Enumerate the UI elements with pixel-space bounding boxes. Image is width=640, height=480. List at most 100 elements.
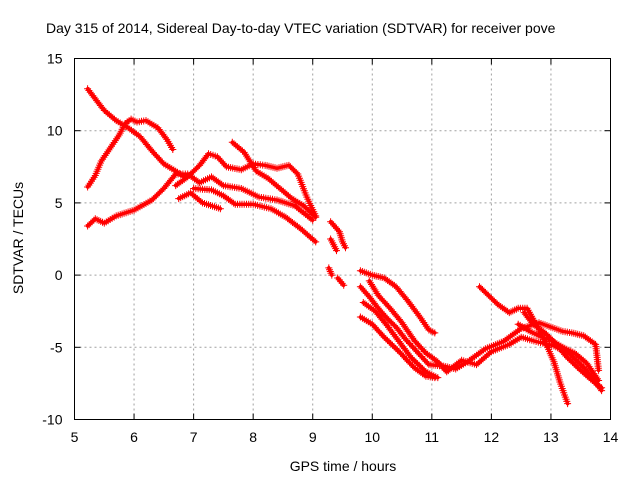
data-point (489, 350, 493, 354)
data-point (507, 311, 511, 315)
data-point (93, 97, 97, 101)
data-point (597, 368, 601, 372)
data-point (585, 361, 589, 365)
data-point (370, 322, 374, 326)
data-point (162, 186, 166, 191)
data-point (397, 350, 401, 354)
data-point (192, 186, 196, 191)
data-point (284, 215, 288, 219)
data-point (433, 331, 437, 335)
x-axis-label: GPS time / hours (290, 458, 397, 474)
data-point (221, 184, 225, 188)
data-point (329, 220, 333, 224)
axis-ticks: 5 6 7 8 9 10 11 12 13 14 -10 -5 0 5 10 15 (42, 51, 618, 446)
series-arc-15 (359, 299, 442, 382)
data-point (129, 117, 133, 121)
data-point (534, 339, 538, 344)
data-point (582, 334, 586, 338)
x-tick-label: 11 (425, 429, 440, 445)
data-point (138, 134, 142, 139)
data-point (93, 173, 97, 178)
data-point (251, 202, 255, 206)
data-point (198, 163, 202, 167)
data-point (403, 337, 407, 341)
data-point (507, 342, 511, 346)
data-point (293, 204, 297, 208)
data-point (200, 201, 205, 205)
data-point (564, 354, 568, 358)
data-point (370, 273, 374, 277)
series-arc-19 (520, 309, 606, 392)
y-tick-label: -10 (42, 412, 62, 428)
data-point (543, 331, 547, 335)
data-point (525, 306, 529, 310)
data-point (278, 186, 282, 191)
data-point (483, 347, 487, 351)
grid (74, 58, 611, 420)
x-tick-label: 8 (249, 429, 257, 445)
data-point (427, 328, 431, 332)
data-point (239, 168, 243, 172)
x-tick-label: 10 (364, 429, 380, 445)
data-point (329, 237, 333, 241)
data-point (302, 204, 306, 208)
data-point (275, 166, 279, 170)
chart-title: Day 315 of 2014, Sidereal Day-to-day VTE… (46, 20, 556, 36)
data-point (342, 283, 346, 287)
data-point (337, 230, 342, 234)
data-point (367, 279, 371, 283)
y-tick-label: 0 (55, 267, 63, 283)
data-point (549, 325, 553, 329)
data-point (552, 339, 556, 344)
data-point (600, 386, 604, 390)
data-point (412, 365, 416, 370)
data-point (376, 293, 380, 297)
data-point (433, 376, 437, 380)
series-arc-11 (334, 274, 348, 289)
data-point (552, 360, 556, 364)
data-point (382, 276, 386, 280)
data-point (327, 266, 331, 270)
data-point (385, 324, 389, 328)
data-point (394, 285, 398, 289)
data-point (594, 381, 598, 385)
data-point (206, 152, 211, 156)
data-point (117, 133, 121, 137)
y-tick-label: 10 (47, 123, 63, 139)
data-point (594, 342, 598, 346)
series-arc-16 (356, 313, 439, 382)
data-point (311, 218, 315, 222)
data-point (522, 311, 526, 315)
data-point (102, 221, 106, 225)
data-point (570, 331, 574, 335)
series-arc-4 (172, 150, 320, 220)
series-arc-1 (84, 85, 189, 181)
data-point (373, 309, 377, 313)
data-point (296, 172, 300, 176)
data-point (495, 302, 499, 306)
data-point (224, 165, 228, 169)
data-point (573, 351, 577, 355)
data-point (254, 169, 258, 173)
data-point (343, 246, 348, 250)
series-arc-8 (327, 218, 349, 252)
data-point (334, 249, 339, 253)
data-point (299, 227, 303, 231)
series-arc-7 (228, 138, 320, 221)
data-point (418, 315, 422, 319)
data-point (108, 146, 112, 150)
data-point (123, 121, 127, 126)
series-arc-12 (356, 267, 439, 337)
x-tick-label: 7 (190, 429, 198, 445)
data-point (415, 350, 419, 354)
data-point (516, 306, 520, 310)
data-point (102, 108, 106, 113)
data-point (233, 202, 237, 206)
series-arc-6 (190, 185, 320, 246)
y-axis-label: SDTVAR / TECUs (10, 182, 26, 294)
data-point (460, 358, 464, 362)
data-point (230, 140, 234, 144)
data-point (93, 217, 97, 221)
data-point (132, 208, 136, 212)
